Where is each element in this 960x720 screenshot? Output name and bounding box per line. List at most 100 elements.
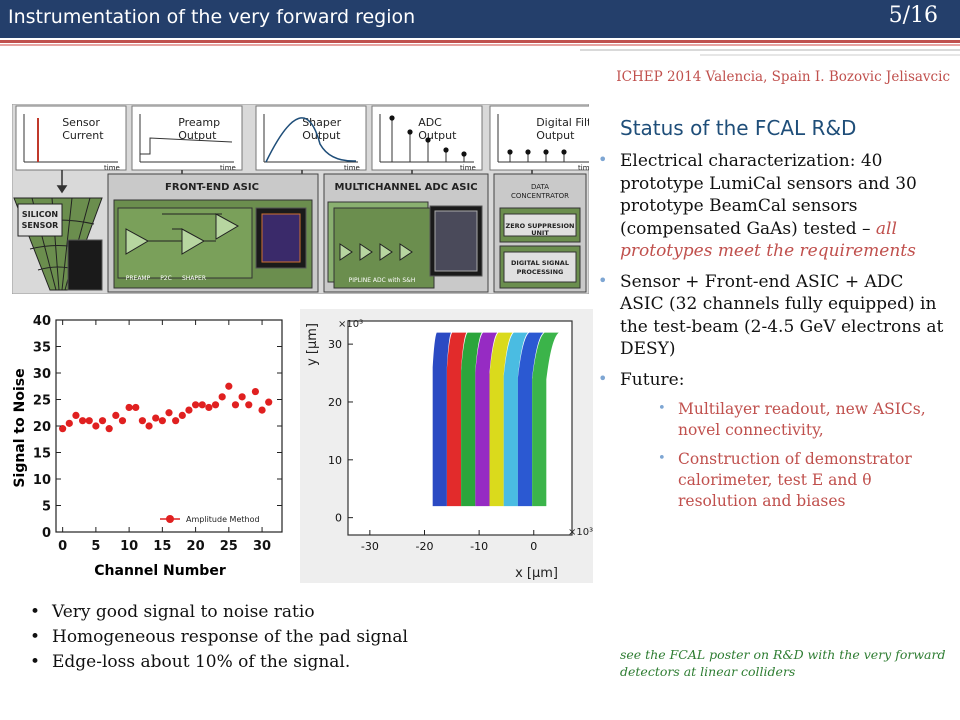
header-stripe-pink [0, 44, 960, 46]
data-point [191, 401, 200, 409]
status-bullet-list: • Electrical characterization: 40 prototy… [598, 150, 950, 520]
x-multiplier: ×10³ [568, 527, 593, 538]
page-number: 5/16 [888, 3, 938, 28]
header-stripe-grey-2 [700, 54, 960, 56]
x-tick-label: 5 [91, 539, 100, 554]
data-point [125, 403, 133, 412]
bottom-bullet: • Homogeneous response of the pad signal [30, 627, 408, 647]
sample-dot [525, 149, 531, 155]
y-tick-label: 40 [33, 314, 51, 329]
data-point [178, 411, 186, 419]
signal-time-label: time [220, 164, 236, 172]
p2c-label: P2C [160, 275, 172, 282]
shaper-label: SHAPER [182, 275, 206, 282]
y-axis-label: Signal to Noise [12, 368, 28, 487]
x-tick-label: 20 [187, 539, 205, 554]
sensor-pad-hits [489, 332, 513, 507]
data-point [218, 393, 226, 401]
signal-box [15, 105, 127, 171]
xy-x-axis-label: x [μm] [515, 566, 558, 581]
x-tick-label: 15 [153, 539, 171, 554]
xy-y-tick-label: 30 [328, 338, 342, 351]
adc-asic-label: MULTICHANNEL ADC ASIC [334, 182, 477, 193]
signal-label: Sensor Current [62, 116, 104, 142]
sensor-pad-hits [432, 332, 451, 507]
sensor-pad-hits [532, 332, 559, 507]
pipeline-adc-label: PIPLINE ADC with S&H [349, 277, 416, 284]
sample-dot [443, 147, 449, 153]
sub-bullet: • Multilayer readout, new ASICs, novel co… [658, 400, 926, 439]
signal-time-label: time [460, 164, 476, 172]
sn-plot-frame [55, 319, 283, 533]
data-point [251, 387, 260, 396]
header-stripe-red [0, 40, 960, 43]
conference-info: ICHEP 2014 Valencia, Spain I. Bozovic Je… [616, 69, 950, 85]
dsp-label: DIGITAL SIGNAL [511, 259, 569, 267]
sensor-pad-hits [517, 332, 544, 507]
signal-label: Preamp Output [178, 116, 220, 142]
data-point [118, 417, 127, 425]
svg-text:UNIT: UNIT [531, 229, 549, 237]
header-bar [0, 0, 960, 38]
data-point [105, 425, 113, 433]
signal-to-noise-chart: 0 5 10 15 20 25 30 35 40 0 5 10 15 20 25 30 Channel Num… [12, 314, 283, 579]
sample-dot [461, 151, 467, 157]
data-point [258, 406, 266, 414]
data-point [65, 419, 73, 427]
data-point [245, 401, 253, 409]
data-point [231, 401, 240, 409]
sensor-pad-hits [475, 332, 498, 507]
sample-dot [389, 115, 395, 121]
sensor-pad-hits [461, 332, 482, 507]
preamp-label: PREAMP [126, 275, 151, 282]
data-point [211, 401, 220, 409]
sample-dot [407, 129, 413, 135]
y-tick-label: 10 [33, 473, 51, 488]
data-point [132, 403, 140, 412]
x-tick-label: 10 [120, 539, 138, 554]
sample-dot [561, 149, 567, 155]
front-end-asic-label: FRONT-END ASIC [165, 182, 259, 193]
sample-dot [425, 137, 431, 143]
signal-box [489, 105, 589, 171]
x-tick-label: 0 [58, 539, 67, 554]
xy-y-axis-label: y [μm] [305, 323, 320, 366]
y-tick-label: 25 [33, 394, 51, 409]
section-title: Status of the FCAL R&D [620, 116, 857, 140]
x-tick-label: 25 [220, 539, 238, 554]
header-stripe-grey [580, 49, 960, 51]
signal-time-label: time [578, 164, 589, 172]
xy-y-tick-label: 10 [328, 454, 342, 467]
xy-x-tick-label: -20 [416, 540, 434, 553]
data-point [225, 382, 233, 390]
y-tick-label: 5 [42, 500, 51, 515]
svg-text:SENSOR: SENSOR [22, 221, 59, 230]
data-point [72, 411, 80, 419]
xy-x-tick-label: 0 [530, 540, 537, 553]
x-tick-label: 30 [253, 539, 271, 554]
svg-text:PROCESSING: PROCESSING [517, 268, 564, 276]
data-concentrator-label: DATA CONCENTRATOR [511, 183, 569, 200]
sub-bullet: • Construction of demonstrator calorimete… [658, 450, 912, 510]
xy-y-tick-label: 0 [335, 512, 342, 525]
data-point [145, 422, 153, 430]
data-point [78, 417, 87, 425]
zero-suppression-label: ZERO SUPPRESION [506, 222, 575, 230]
waveform [140, 137, 233, 155]
data-point [165, 409, 173, 417]
hitmap-plot: 0 10 20 30 -30 -20 -10 0 ×10³ ×10³ x [μm] y [μm… [300, 309, 593, 583]
bottom-bullet: • Edge-loss about 10% of the signal. [30, 652, 351, 672]
sensor-pad-hits [503, 332, 528, 507]
signal-time-label: time [104, 164, 120, 172]
xy-y-tick-label: 20 [328, 396, 342, 409]
y-tick-label: 15 [33, 447, 51, 462]
data-point [185, 406, 193, 414]
y-tick-label: 0 [42, 526, 51, 541]
data-point [152, 414, 160, 422]
status-bullet: • Sensor + Front-end ASIC + ADC ASIC (32 … [598, 270, 944, 360]
x-axis-label: Channel Number [94, 563, 226, 579]
bottom-bullet: • Very good signal to noise ratio [30, 602, 315, 622]
status-bullet: • Future: • Multilayer readout, new ASICs,… [598, 369, 950, 513]
sensor-photo [67, 239, 103, 291]
data-point [112, 411, 120, 419]
